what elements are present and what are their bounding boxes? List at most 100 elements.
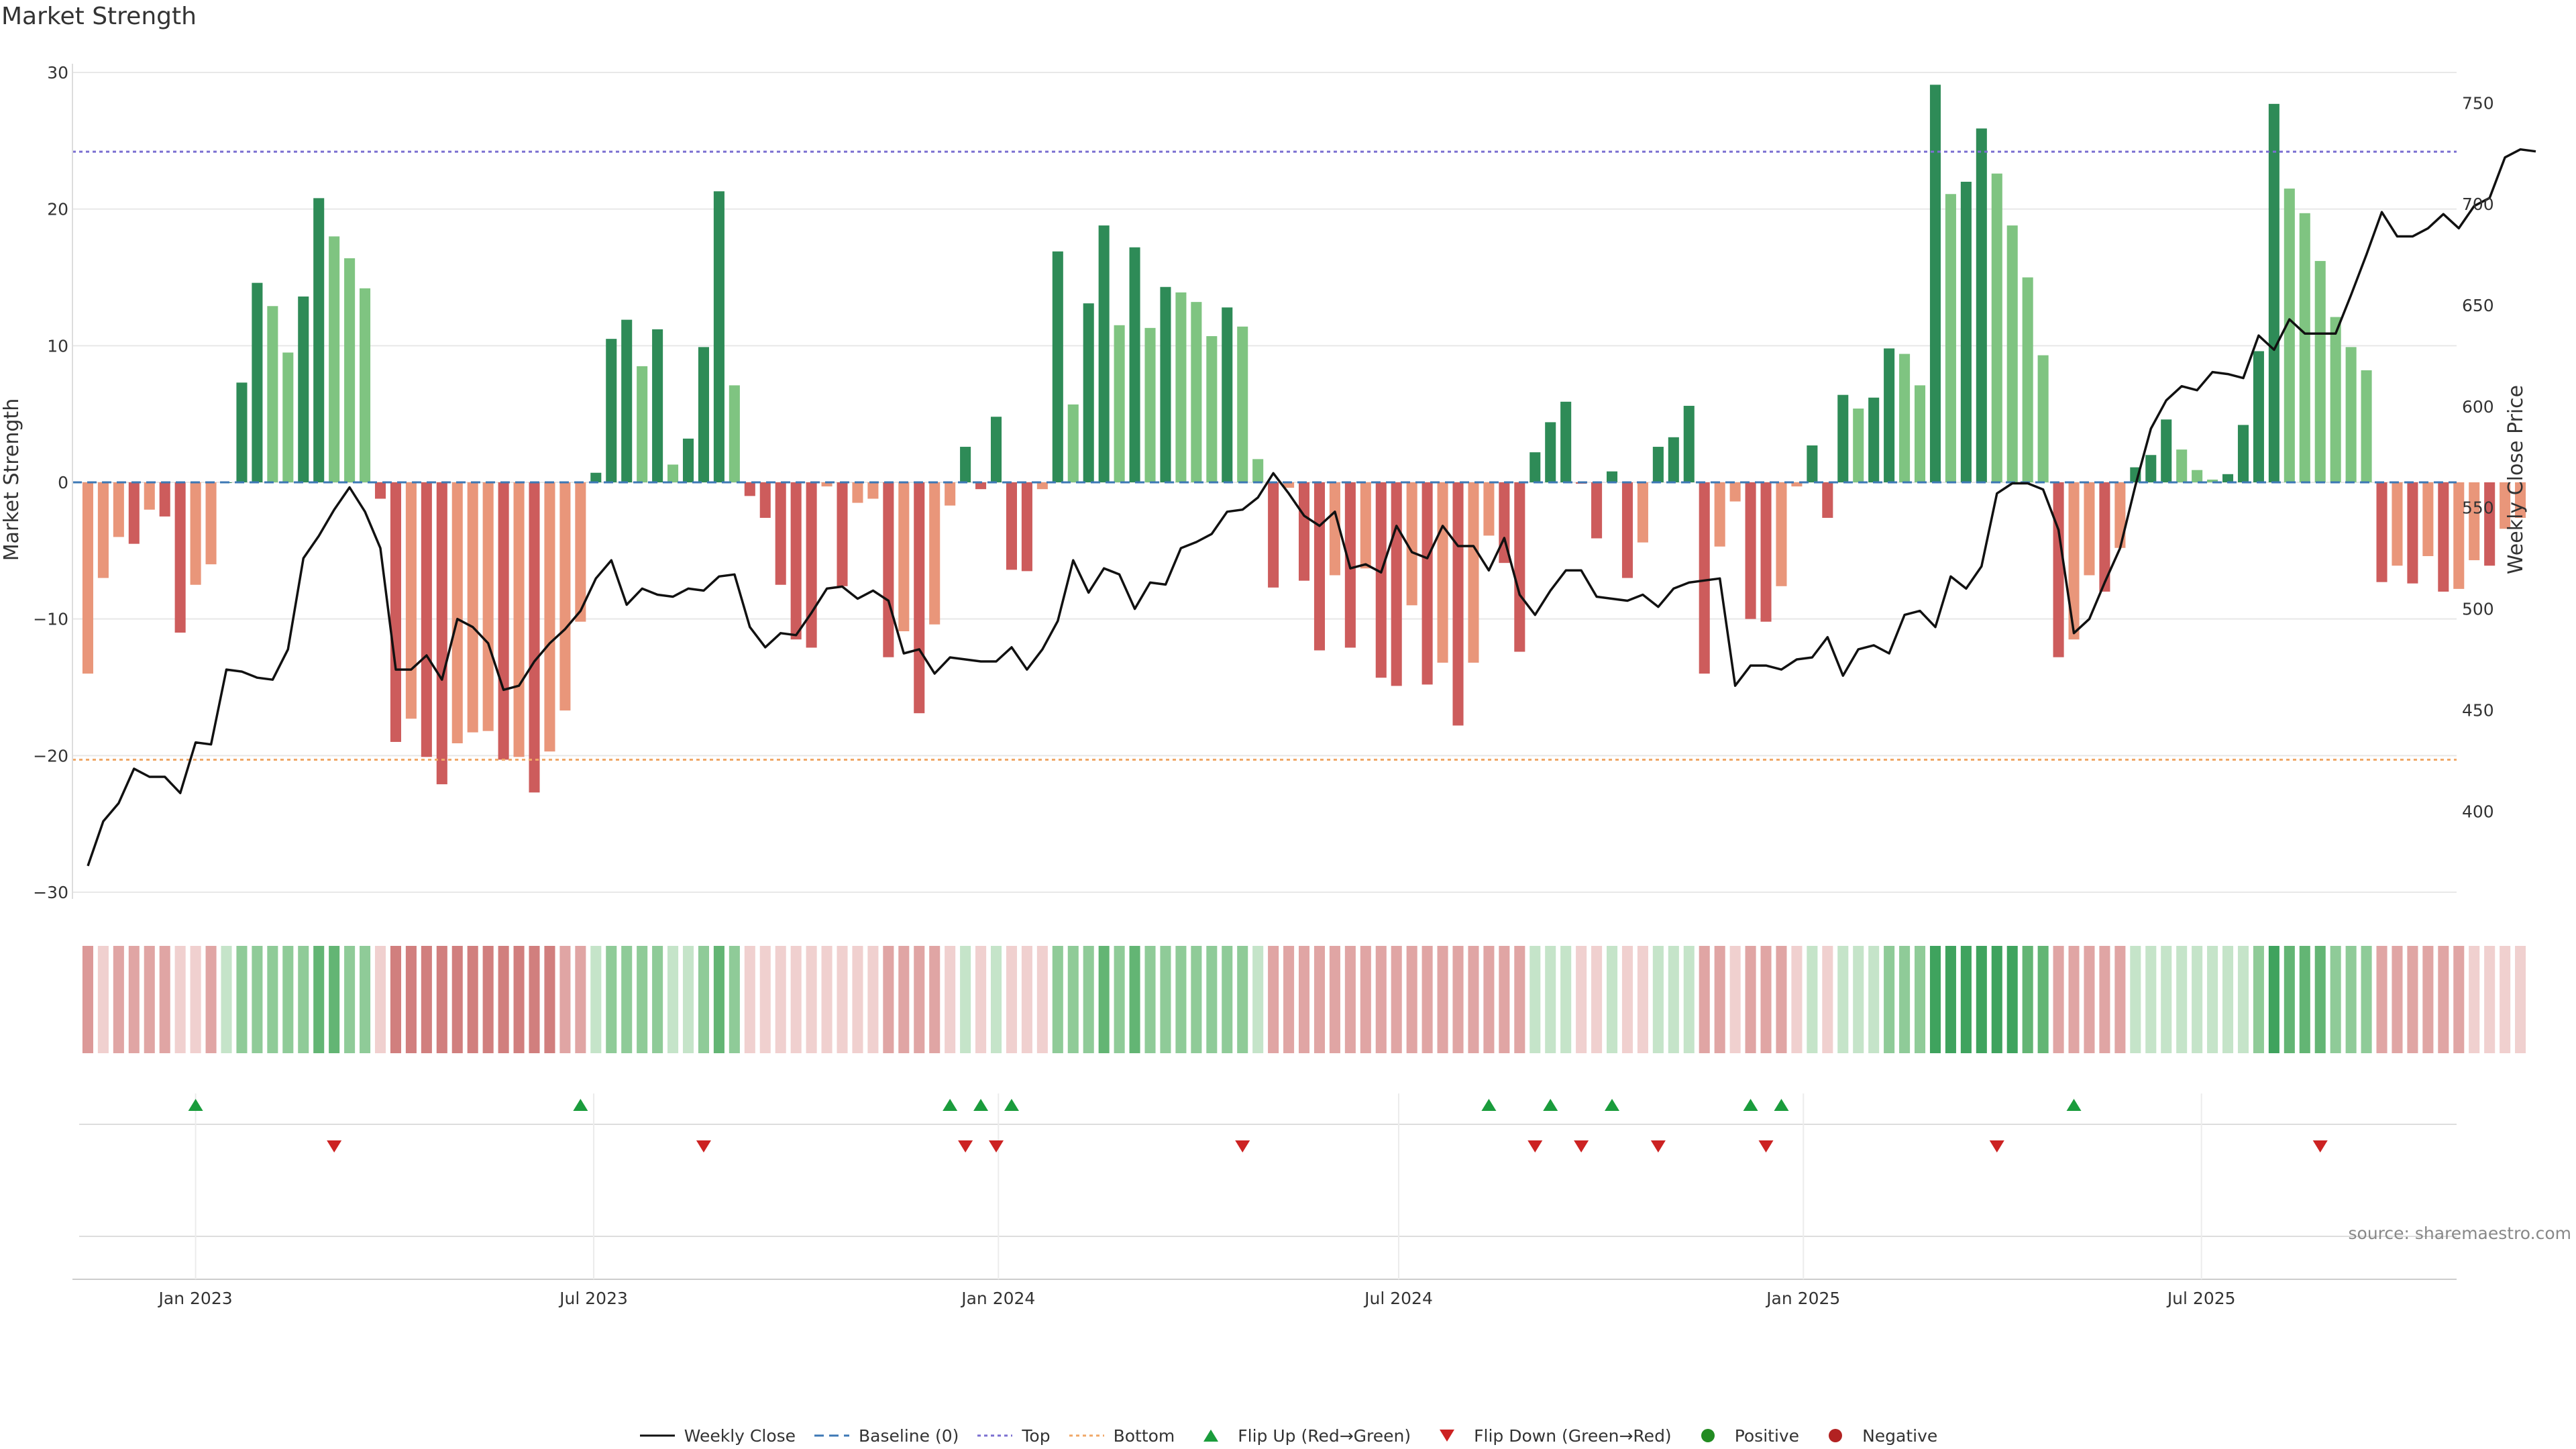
band-cell	[2068, 946, 2080, 1053]
band-cell	[1468, 946, 1479, 1053]
legend-label: Positive	[1734, 1426, 1800, 1446]
band-cell	[1868, 946, 1880, 1053]
strength-bar	[113, 482, 124, 537]
bars-layer	[82, 85, 2526, 793]
legend-label: Flip Down (Green→Red)	[1474, 1426, 1672, 1446]
flip-up-marker	[1743, 1099, 1758, 1111]
strength-bar	[82, 482, 93, 674]
strength-bar	[298, 297, 309, 482]
band-cell	[960, 946, 971, 1053]
band-cell	[190, 946, 201, 1053]
strength-bar	[929, 482, 941, 625]
x-tick-label: Jul 2023	[558, 1289, 628, 1308]
strength-bar	[2361, 370, 2372, 482]
legend: Weekly Close Baseline (0) Top Bottom Flip Up…	[0, 1424, 2576, 1448]
strength-bar	[405, 482, 417, 719]
source-attribution: source: sharemaestro.com	[2349, 1224, 2572, 1243]
band-cell	[637, 946, 648, 1053]
strength-bar	[1052, 251, 1063, 482]
strength-bar	[2068, 482, 2080, 640]
legend-label: Negative	[1862, 1426, 1938, 1446]
y-left-tick-label: 0	[58, 473, 68, 492]
strength-bar	[1098, 225, 1110, 482]
band-cell	[482, 946, 494, 1053]
strength-bar	[1545, 422, 1556, 482]
strength-bar	[806, 482, 817, 648]
strength-bar	[2469, 482, 2480, 561]
strength-bar	[1268, 482, 1279, 588]
band-cell	[945, 946, 956, 1053]
strength-bar	[1283, 482, 1295, 488]
strength-bar	[990, 417, 1002, 482]
strength-bar	[1206, 336, 1218, 482]
band-cell	[2469, 946, 2480, 1053]
strength-bar	[1929, 85, 1941, 482]
band-cell	[113, 946, 124, 1053]
strength-bar	[1807, 445, 1818, 482]
strength-bar	[529, 482, 540, 793]
band-cell	[575, 946, 586, 1053]
strength-bar	[590, 472, 602, 482]
legend-symbol-weekly-close	[639, 1434, 675, 1437]
band-cell	[729, 946, 740, 1053]
flip-up-marker	[1605, 1099, 1620, 1111]
strength-bar	[652, 329, 663, 482]
band-cell	[2284, 946, 2295, 1053]
band-cell	[559, 946, 571, 1053]
strength-bar	[1114, 325, 1125, 482]
strength-bar	[2099, 482, 2110, 592]
band-cell	[2299, 946, 2310, 1053]
legend-item-positive: Positive	[1689, 1426, 1799, 1446]
band-cell	[1945, 946, 1956, 1053]
strength-bar	[2207, 479, 2218, 482]
band-cell	[1144, 946, 1156, 1053]
band-cell	[606, 946, 617, 1053]
strength-bar	[1760, 482, 1772, 622]
strength-bar	[2222, 474, 2234, 482]
band-cell	[2037, 946, 2049, 1053]
band-cell	[360, 946, 371, 1053]
strength-bar	[1144, 327, 1156, 482]
strength-bar	[2438, 482, 2449, 592]
strength-bar	[2299, 213, 2310, 482]
y-right-tick-label: 400	[2462, 802, 2494, 821]
legend-symbol-top	[977, 1434, 1013, 1437]
band-cell	[1191, 946, 1202, 1053]
band-cell	[82, 946, 93, 1053]
band-cell	[1344, 946, 1356, 1053]
band-cell	[1822, 946, 1833, 1053]
strength-bar	[1129, 247, 1140, 482]
strength-bar	[1252, 459, 1264, 482]
band-cell	[2376, 946, 2387, 1053]
strength-bar	[1991, 173, 2002, 482]
strength-bar	[2176, 449, 2188, 482]
flip-down-marker	[696, 1140, 711, 1152]
band-cell	[313, 946, 325, 1053]
strength-bar	[1606, 471, 1618, 482]
y-axis-left-label: Market Strength	[0, 398, 23, 561]
band-cell	[1560, 946, 1572, 1053]
strength-bar	[667, 464, 679, 482]
legend-label: Top	[1022, 1426, 1051, 1446]
strength-bar	[1837, 394, 1849, 482]
band-cell	[2161, 946, 2172, 1053]
strength-bar	[344, 258, 356, 482]
x-tick-label: Jul 2024	[1363, 1289, 1433, 1308]
band-cell	[174, 946, 186, 1053]
strength-bar	[1468, 482, 1479, 663]
strength-bar	[1884, 348, 1895, 482]
band-cell	[759, 946, 771, 1053]
band-cell	[1114, 946, 1125, 1053]
strength-bar	[790, 482, 802, 640]
flip-down-marker	[2312, 1140, 2328, 1152]
band-cell	[329, 946, 340, 1053]
band-cell	[1899, 946, 1911, 1053]
band-cell	[1668, 946, 1679, 1053]
y-left-tick-label: 30	[47, 63, 68, 83]
strength-bar	[2006, 225, 2018, 482]
strength-bar	[1391, 482, 1402, 686]
strength-bar	[1714, 482, 1725, 547]
band-cell	[1714, 946, 1725, 1053]
strength-bar	[2484, 482, 2496, 566]
band-cell	[1375, 946, 1387, 1053]
